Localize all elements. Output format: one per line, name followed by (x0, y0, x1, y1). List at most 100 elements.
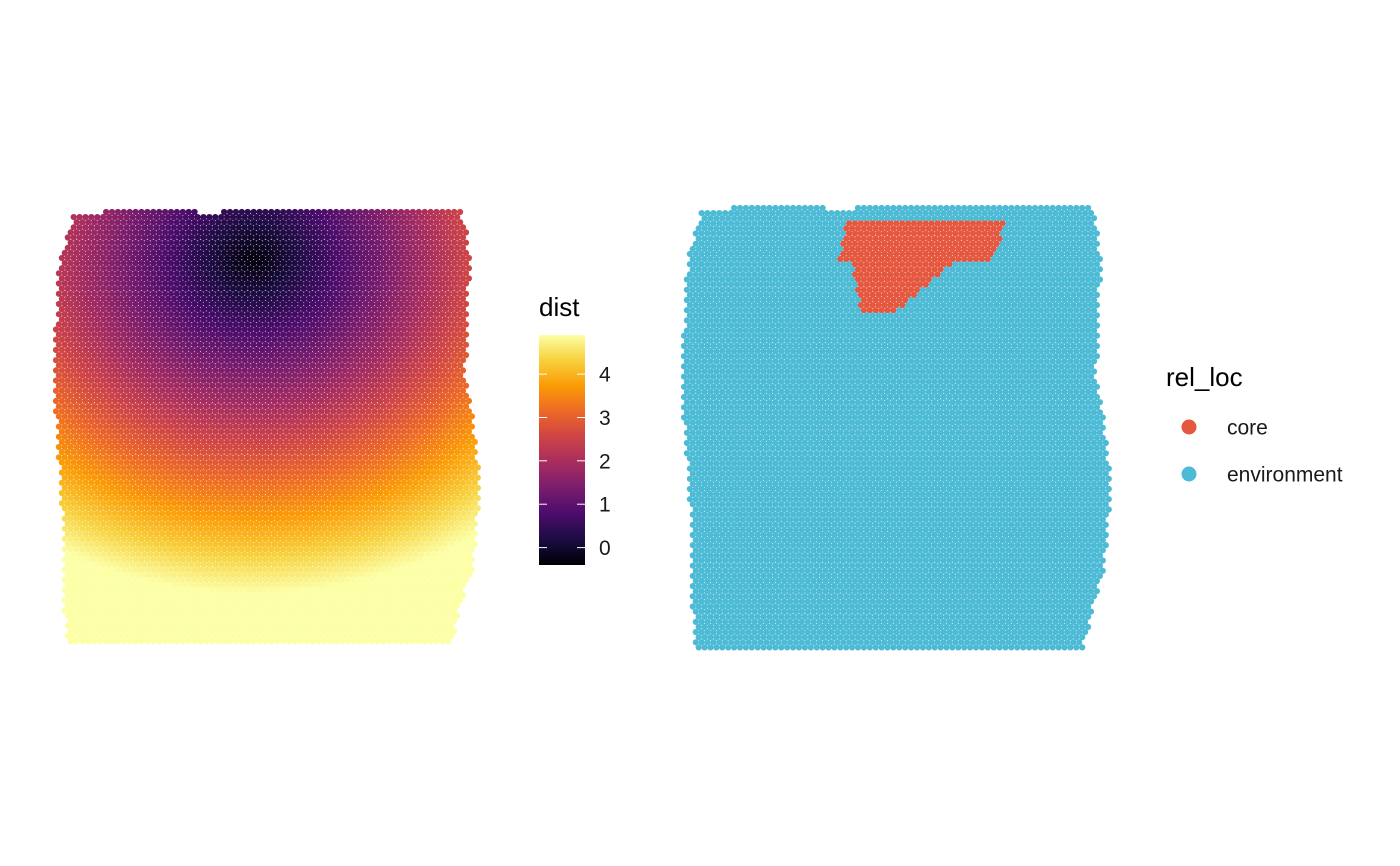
dist-spot (418, 449, 425, 456)
dist-spot (232, 229, 239, 236)
dist-spot (347, 397, 354, 405)
dist-spot (138, 208, 145, 216)
dist-spot (300, 397, 307, 405)
dist-spot (383, 397, 390, 405)
dist-spot (200, 449, 207, 456)
dist-spot (318, 285, 325, 292)
dist-spot (454, 561, 461, 568)
dist-spot (126, 229, 133, 236)
dist-spot (265, 561, 272, 568)
dist-spot (111, 561, 119, 568)
dist-spot (67, 505, 74, 512)
dist-spot (347, 449, 354, 456)
dist-spot (368, 208, 375, 216)
dist-spot (135, 561, 142, 568)
dist-spot (256, 341, 263, 348)
dist-spot (406, 561, 413, 568)
dist-spot (309, 239, 316, 246)
dist-spot (418, 214, 425, 221)
dist-spot (291, 229, 298, 236)
dist-spot (156, 229, 163, 236)
dist-spot (73, 341, 80, 348)
dist-spot (191, 341, 198, 348)
dist-spot (448, 234, 455, 241)
dist-spot (383, 449, 390, 456)
dist-spot (442, 449, 449, 456)
dist-spot (185, 341, 192, 348)
dist-spot (235, 214, 242, 221)
dist-spot (144, 208, 151, 216)
dist-spot (123, 449, 130, 456)
dist-spot (371, 214, 378, 221)
dist-spot (170, 214, 178, 221)
dist-spot (303, 341, 310, 348)
dist-spot (165, 224, 172, 231)
dist-spot (392, 239, 399, 246)
dist-spot (188, 397, 195, 405)
dist-spot (312, 214, 319, 221)
dist-spot (380, 219, 387, 226)
dist-spot (418, 397, 425, 405)
dist-spot (368, 505, 375, 512)
dist-spot (173, 208, 180, 216)
dist-spot (182, 234, 189, 241)
dist-spot (268, 229, 275, 236)
dist-spot (259, 397, 266, 405)
dist-spot (297, 239, 304, 246)
dist-spot (250, 229, 257, 236)
dist-spot (156, 239, 163, 246)
dist-spot (315, 505, 322, 512)
dist-spot (194, 214, 201, 221)
dist-spot (383, 285, 390, 292)
dist-spot (114, 239, 121, 246)
dist-spot (306, 214, 313, 221)
dist-spot (141, 397, 148, 405)
dist-spot (442, 285, 449, 292)
dist-spot (70, 224, 77, 231)
dist-spot (303, 239, 310, 246)
dist-spot (409, 219, 416, 226)
dist-spot (333, 219, 340, 226)
dist-spot (218, 214, 225, 221)
dist-spot (244, 239, 251, 246)
dist-spot (241, 244, 248, 251)
dist-spot (448, 561, 455, 568)
dist-spot (253, 244, 260, 251)
dist-spot (430, 449, 437, 456)
dist-spot (442, 234, 449, 241)
dist-spot (176, 234, 183, 241)
dist-spot (265, 214, 272, 221)
dist-spot (274, 341, 281, 348)
dist-spot (129, 244, 136, 251)
dist-spot (215, 219, 222, 226)
dist-spot (88, 234, 95, 241)
dist-spot (259, 244, 266, 251)
dist-spot (241, 397, 248, 405)
dist-spot (415, 229, 422, 236)
dist-spot (238, 219, 245, 226)
dist-spot (424, 214, 431, 221)
dist-spot (418, 234, 425, 241)
dist-spot (162, 505, 169, 512)
dist-spot (271, 234, 278, 241)
dist-spot (123, 224, 130, 231)
dist-spot (371, 561, 378, 568)
dist-spot (448, 224, 455, 231)
dist-spot (312, 285, 319, 292)
dist-spot (162, 219, 169, 226)
dist-spot (288, 561, 296, 568)
dist-spot (218, 285, 225, 292)
dist-spot (403, 208, 411, 216)
dist-spot (153, 561, 160, 568)
dist-spot (209, 239, 216, 246)
dist-spot (170, 561, 178, 568)
dist-spot (132, 239, 139, 246)
dist-spot (64, 397, 71, 405)
dist-spot (79, 219, 86, 226)
dist-spot (312, 224, 319, 231)
dist-spot (117, 234, 124, 241)
dist-spot (377, 224, 384, 231)
dist-spot (153, 449, 160, 456)
dist-spot (433, 505, 440, 512)
dist-spot (268, 239, 275, 246)
